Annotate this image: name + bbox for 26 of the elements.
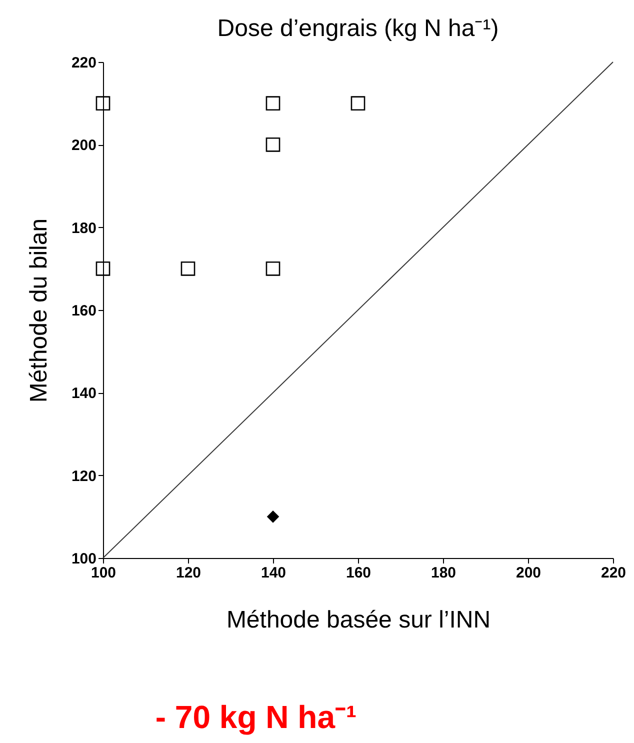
text: - 70 kg N ha⁻¹	[155, 699, 357, 735]
y-tick-label: 180	[71, 220, 96, 237]
point	[266, 138, 280, 152]
y-tick-label: 200	[71, 137, 96, 154]
y-tick-label: 160	[71, 302, 96, 320]
y-tick-label: 120	[71, 468, 96, 485]
point	[180, 262, 196, 276]
x-tick-label: 100	[90, 564, 116, 582]
y-tick-label: 100	[71, 550, 96, 568]
point	[96, 96, 110, 110]
point	[266, 96, 280, 110]
point	[266, 262, 280, 276]
point	[96, 262, 110, 276]
x-tick-label: 120	[176, 564, 202, 582]
x-tick-label: 200	[516, 564, 542, 582]
x-tick-label: 220	[600, 564, 626, 582]
x-tick-label: 140	[260, 564, 286, 582]
x-axis-title: Méthode basée sur l’INN	[226, 606, 491, 634]
x-tick-label: 160	[346, 564, 372, 582]
y-tick-label: 140	[71, 385, 96, 402]
y-tick-label: 220	[71, 54, 96, 72]
chart-title: Dose d’engrais (kg N ha⁻¹)	[217, 15, 499, 42]
point	[267, 510, 279, 523]
x-tick-label: 180	[430, 564, 456, 582]
y-axis-title: Méthode du bilan	[25, 218, 52, 403]
point	[350, 96, 366, 110]
